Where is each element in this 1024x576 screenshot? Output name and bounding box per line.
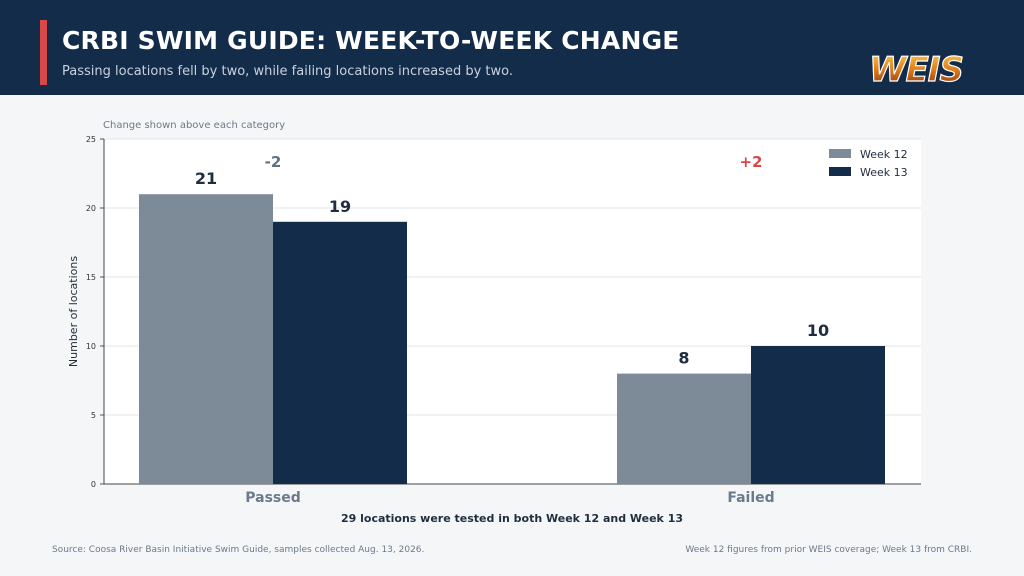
header-banner: CRBI SWIM GUIDE: WEEK-TO-WEEK CHANGE Pas… (0, 0, 1024, 95)
svg-text:WEIS: WEIS (869, 50, 963, 86)
bar-value-label: 21 (195, 169, 217, 188)
legend-swatch (829, 149, 851, 158)
coverage-note: Week 12 figures from prior WEIS coverage… (685, 545, 972, 555)
y-tick-label: 0 (91, 480, 96, 489)
x-axis-title: 29 locations were tested in both Week 12… (341, 512, 683, 525)
change-label: -2 (265, 153, 282, 171)
legend-label: Week 12 (860, 148, 908, 161)
source-note: Source: Coosa River Basin Initiative Swi… (52, 545, 425, 555)
legend-label: Week 13 (860, 166, 908, 179)
y-tick-label: 15 (86, 273, 96, 282)
y-tick-label: 10 (86, 342, 96, 351)
page-title: CRBI SWIM GUIDE: WEEK-TO-WEEK CHANGE (62, 26, 680, 55)
y-tick-label: 25 (86, 135, 96, 144)
bar-failed-week-12 (617, 373, 751, 484)
x-tick-label: Failed (727, 490, 774, 506)
bar-passed-week-13 (273, 221, 407, 485)
y-tick-label: 20 (86, 204, 96, 213)
x-tick-label: Passed (245, 490, 301, 506)
chart-note: Change shown above each category (103, 120, 285, 131)
accent-bar (40, 20, 47, 85)
bar-failed-week-13 (751, 346, 885, 484)
bar-passed-week-12 (139, 194, 273, 484)
page-subtitle: Passing locations fell by two, while fai… (62, 64, 514, 79)
bar-value-label: 8 (678, 349, 689, 368)
y-axis-title: Number of locations (67, 256, 80, 367)
weis-logo: WEIS (868, 50, 964, 86)
legend-swatch (829, 167, 851, 176)
bar-value-label: 10 (807, 321, 829, 340)
bar-value-label: 19 (329, 197, 351, 216)
change-label: +2 (739, 153, 762, 171)
y-tick-label: 5 (91, 411, 96, 420)
